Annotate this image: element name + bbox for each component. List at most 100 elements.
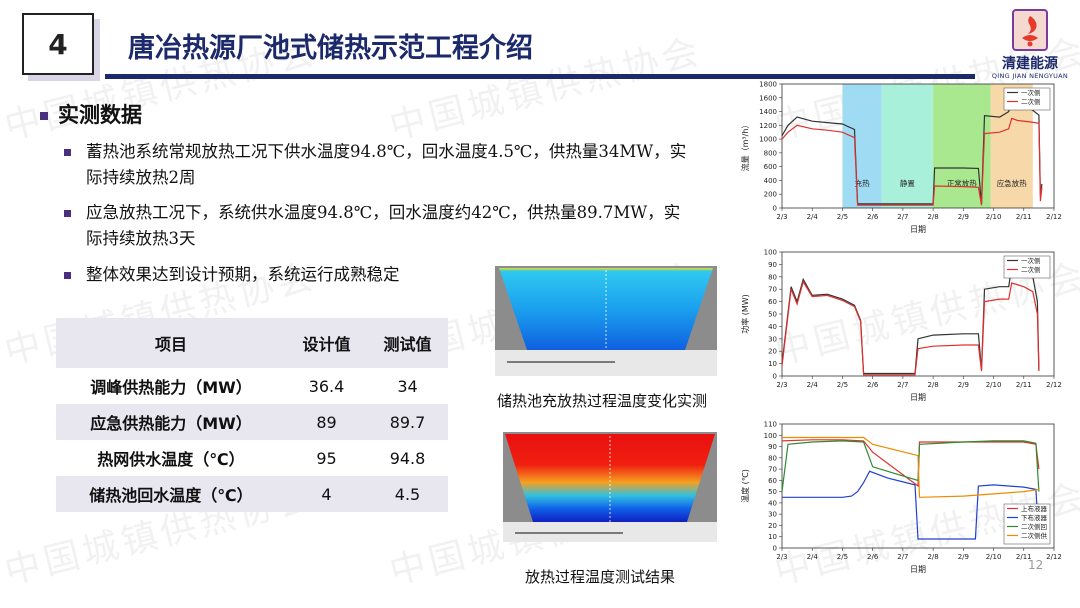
bullet-line: 蓄热池系统常规放热工况下供水温度94.8℃，回水温度4.5℃，供热量34MW，实 [86, 142, 687, 161]
table-cell: 应急供热能力（MW） [90, 414, 252, 433]
y-axis-label: 流量（m³/h） [740, 121, 750, 172]
legend-label: 上布液器 [1021, 504, 1048, 513]
table-header: 项目 [154, 335, 187, 354]
y-tick-label: 100 [764, 432, 777, 440]
power-chart: 0 10 20 30 40 50 60 70 80 90 100 2/3 2/4 2/5 2/6 2/7 2/8… [740, 249, 1062, 403]
x-tick-label: 2/12 [1046, 381, 1062, 389]
discharge-temperature-image [503, 432, 717, 542]
logo-subtitle: QING JIAN NENGYUAN [991, 72, 1069, 80]
y-tick-label: 600 [764, 163, 777, 171]
x-axis-label: 日期 [910, 225, 926, 234]
x-tick-label: 2/4 [807, 381, 819, 389]
y-tick-label: 20 [768, 348, 777, 356]
y-tick-label: 1000 [759, 136, 777, 144]
bullet-square-icon [40, 112, 48, 120]
table-header-row: 项目 设计值 测试值 [56, 318, 448, 368]
y-tick-label: 60 [768, 477, 777, 485]
table-cell: 89 [316, 412, 337, 432]
legend-label: 一次侧 [1021, 256, 1041, 265]
table-cell: 4.5 [394, 484, 421, 504]
x-tick-label: 2/5 [837, 553, 848, 561]
x-axis-label: 日期 [910, 393, 926, 402]
y-tick-label: 800 [764, 149, 777, 157]
series-line [781, 266, 1040, 375]
x-tick-label: 2/7 [897, 213, 908, 221]
bullet-item: 蓄热池系统常规放热工况下供水温度94.8℃，回水温度4.5℃，供热量34MW，实… [64, 139, 686, 191]
bullet-item: 应急放热工况下，系统供水温度94.8℃，回水温度约42℃，供热量89.7MW，实… [64, 200, 680, 252]
x-tick-label: 2/5 [837, 213, 848, 221]
x-tick-label: 2/3 [776, 381, 787, 389]
table-cell: 89.7 [389, 412, 426, 432]
table-header: 设计值 [302, 335, 351, 354]
series-line [781, 117, 1043, 206]
page-number: 12 [1028, 558, 1044, 572]
table-row: 热网供水温度（℃） 95 94.8 [56, 440, 448, 476]
legend-box [1003, 503, 1051, 545]
series-line [782, 470, 1040, 540]
table-cell: 95 [316, 448, 337, 468]
bullet-item: 整体效果达到设计预期，系统运行成熟稳定 [64, 262, 400, 288]
phase-label: 应急放热 [997, 178, 1027, 188]
bullet-line: 应急放热工况下，系统供水温度94.8℃，回水温度约42℃，供热量89.7MW，实 [86, 203, 681, 222]
x-tick-label: 2/6 [867, 213, 879, 221]
title-underline [105, 74, 975, 79]
series-line [781, 440, 1040, 492]
y-tick-label: 0 [773, 205, 777, 213]
y-tick-label: 0 [773, 373, 777, 381]
bullet-line: 整体效果达到设计预期，系统运行成熟稳定 [86, 265, 400, 284]
y-tick-label: 0 [773, 545, 777, 553]
y-tick-label: 40 [768, 323, 777, 331]
bullet-line: 际持续放热3天 [86, 229, 196, 248]
y-tick-label: 1600 [759, 94, 777, 102]
y-tick-label: 30 [768, 335, 777, 343]
y-tick-label: 200 [764, 191, 777, 199]
y-tick-label: 40 [768, 499, 777, 507]
table-cell: 储热池回水温度（℃） [89, 486, 253, 505]
legend-label: 二次侧 [1021, 97, 1041, 106]
y-tick-label: 1400 [759, 108, 777, 116]
series-line [781, 439, 1040, 488]
y-tick-label: 80 [768, 454, 777, 462]
y-tick-label: 90 [768, 261, 777, 269]
phase-band [842, 84, 882, 208]
y-tick-label: 10 [768, 533, 777, 541]
x-tick-label: 2/5 [837, 381, 848, 389]
x-axis-label: 日期 [910, 565, 926, 574]
y-axis-label: 温度 (℃) [740, 469, 750, 503]
x-tick-label: 2/11 [1016, 381, 1032, 389]
y-tick-label: 30 [768, 511, 777, 519]
legend-label: 二次侧供 [1021, 531, 1048, 540]
charge-temperature-image [495, 266, 717, 376]
phase-label: 充热 [855, 178, 870, 188]
x-tick-label: 2/4 [807, 213, 819, 221]
table-cell: 94.8 [389, 448, 426, 468]
bullet-square-icon [64, 272, 71, 279]
image-caption: 放热过程温度测试结果 [525, 568, 676, 586]
x-tick-label: 2/7 [897, 553, 908, 561]
x-tick-label: 2/10 [986, 381, 1002, 389]
legend-box [1003, 87, 1051, 111]
y-tick-label: 1800 [759, 81, 777, 89]
phase-label: 正常放热 [947, 178, 977, 188]
legend-box [1003, 255, 1051, 279]
y-tick-label: 400 [764, 177, 777, 185]
y-tick-label: 70 [768, 286, 777, 294]
flow-rate-chart: 充热 静置 正常放热 应急放热 0 200 400 600 800 1000 1200 1400 160… [740, 81, 1062, 235]
table-cell: 热网供水温度（℃） [97, 450, 245, 469]
y-tick-label: 50 [768, 311, 777, 319]
y-tick-label: 50 [768, 488, 777, 496]
y-tick-label: 110 [764, 421, 777, 429]
bullet-square-icon [64, 149, 71, 156]
x-tick-label: 2/4 [807, 553, 819, 561]
y-tick-label: 100 [764, 249, 777, 257]
y-tick-label: 80 [768, 273, 777, 281]
x-tick-label: 2/10 [986, 213, 1002, 221]
legend-label: 下布液器 [1021, 513, 1048, 522]
y-axis-label: 功率 (MW) [740, 294, 750, 334]
table-cell: 调峰供热能力（MW） [90, 378, 252, 397]
phase-band [881, 84, 934, 208]
plot-frame [781, 83, 1055, 209]
x-tick-label: 2/9 [958, 553, 969, 561]
y-tick-label: 60 [768, 298, 777, 306]
section-heading-text: 实测数据 [58, 103, 142, 127]
